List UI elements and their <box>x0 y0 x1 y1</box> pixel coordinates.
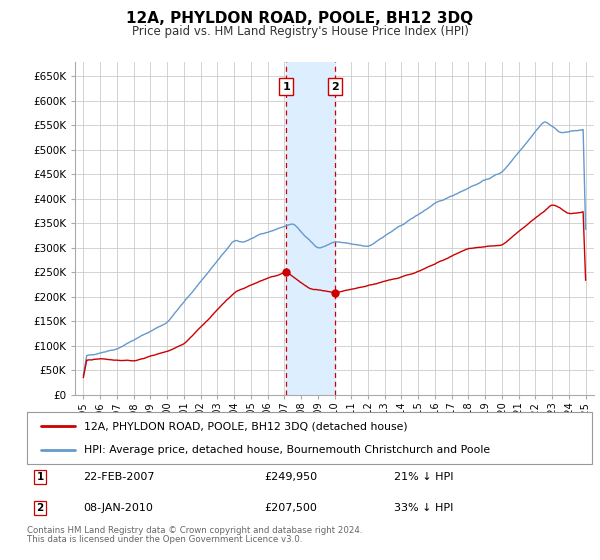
Text: 22-FEB-2007: 22-FEB-2007 <box>83 472 155 482</box>
FancyBboxPatch shape <box>27 412 592 464</box>
Text: Contains HM Land Registry data © Crown copyright and database right 2024.: Contains HM Land Registry data © Crown c… <box>27 526 362 535</box>
Bar <box>286 62 335 395</box>
Text: 21% ↓ HPI: 21% ↓ HPI <box>394 472 454 482</box>
Text: £207,500: £207,500 <box>265 503 317 513</box>
Text: 1: 1 <box>37 472 44 482</box>
Text: 1: 1 <box>283 82 290 92</box>
Text: This data is licensed under the Open Government Licence v3.0.: This data is licensed under the Open Gov… <box>27 535 302 544</box>
Text: £249,950: £249,950 <box>265 472 317 482</box>
Text: 08-JAN-2010: 08-JAN-2010 <box>83 503 154 513</box>
Text: HPI: Average price, detached house, Bournemouth Christchurch and Poole: HPI: Average price, detached house, Bour… <box>83 445 490 455</box>
Text: Price paid vs. HM Land Registry's House Price Index (HPI): Price paid vs. HM Land Registry's House … <box>131 25 469 38</box>
Text: 12A, PHYLDON ROAD, POOLE, BH12 3DQ (detached house): 12A, PHYLDON ROAD, POOLE, BH12 3DQ (deta… <box>83 421 407 431</box>
Text: 2: 2 <box>331 82 339 92</box>
Text: 12A, PHYLDON ROAD, POOLE, BH12 3DQ: 12A, PHYLDON ROAD, POOLE, BH12 3DQ <box>127 11 473 26</box>
Text: 2: 2 <box>37 503 44 513</box>
Text: 33% ↓ HPI: 33% ↓ HPI <box>394 503 454 513</box>
